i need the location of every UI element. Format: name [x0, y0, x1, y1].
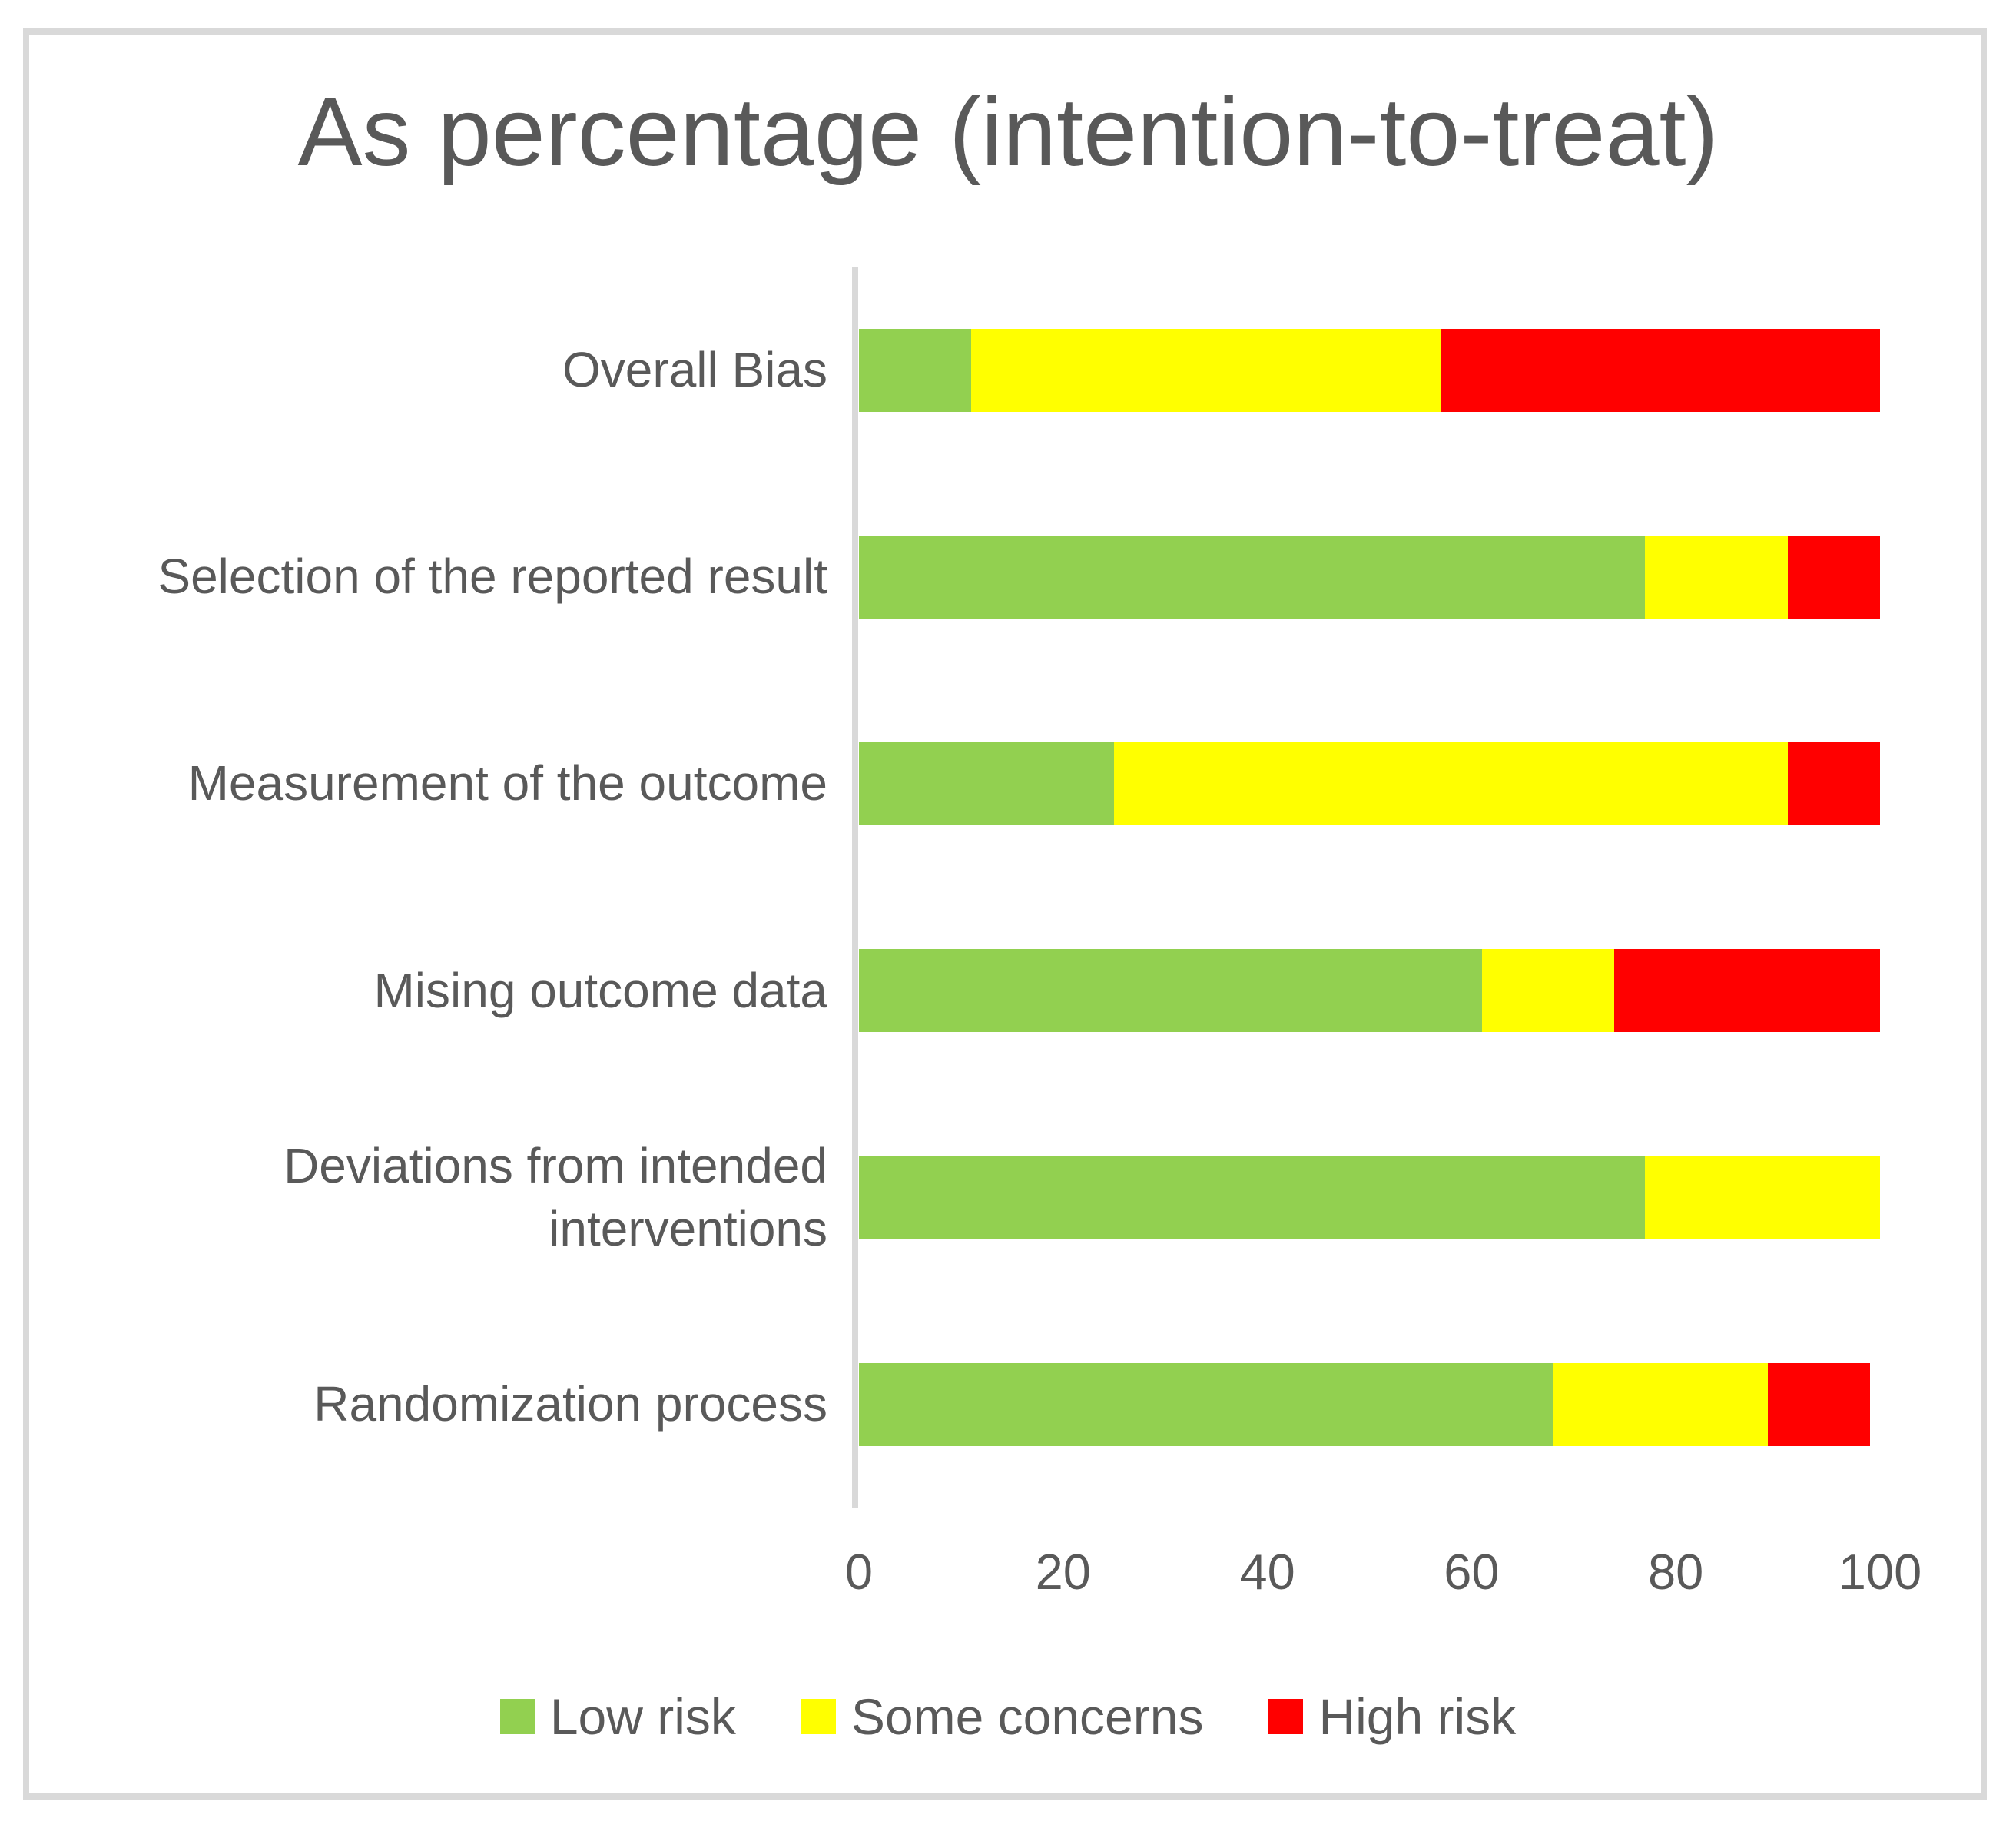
x-tick-label: 60 [1444, 1544, 1500, 1600]
legend-item: Some concerns [801, 1687, 1204, 1746]
category-row: Measurement of the outcome [0, 681, 2016, 887]
category-axis-line [852, 267, 858, 1508]
bar-segment-low-risk [859, 1156, 1646, 1239]
category-label: Overall Bias [562, 341, 827, 397]
bar-segment-high-risk [1767, 1363, 1870, 1447]
stacked-bar [859, 949, 1880, 1033]
x-tick-label: 20 [1035, 1544, 1091, 1600]
category-label: Selection of the reported result [158, 548, 827, 604]
stacked-bar [859, 328, 1880, 412]
x-axis-tick-labels: 0 20 40 60 80 100 [0, 1543, 2016, 1612]
legend-swatch [499, 1699, 535, 1734]
legend-item: Low risk [499, 1687, 736, 1746]
chart-border-frame [23, 28, 1987, 1800]
category-row: Overall Bias [0, 267, 2016, 473]
chart-title: As percentage (intention-to-treat) [297, 78, 1719, 186]
bar-segment-high-risk [1614, 949, 1880, 1033]
bar-segment-some-concerns [1114, 742, 1789, 826]
legend-label: Some concerns [850, 1688, 1204, 1745]
bars-area: Overall Bias Selection of the reported r… [0, 267, 2016, 1508]
bar-segment-some-concerns [1481, 949, 1615, 1033]
category-row: Randomization process [0, 1301, 2016, 1508]
x-tick-label: 40 [1239, 1544, 1295, 1600]
bar-segment-high-risk [1788, 742, 1880, 826]
category-label: Mising outcome data [373, 962, 827, 1018]
bar-segment-low-risk [859, 949, 1482, 1033]
legend-swatch [801, 1699, 836, 1734]
bar-segment-some-concerns [1553, 1363, 1768, 1447]
bar-segment-low-risk [859, 328, 972, 412]
legend-label: Low risk [549, 1688, 736, 1745]
x-tick-label: 80 [1648, 1544, 1704, 1600]
bar-segment-low-risk [859, 1363, 1553, 1447]
legend-label: High risk [1318, 1688, 1517, 1745]
x-tick-label: 0 [844, 1544, 874, 1600]
x-tick-label: 100 [1838, 1544, 1922, 1600]
category-label: Randomization process [313, 1376, 827, 1432]
legend-item: High risk [1268, 1687, 1516, 1746]
legend-swatch [1268, 1699, 1304, 1734]
category-row: Mising outcome data [0, 887, 2016, 1094]
bar-segment-high-risk [1441, 328, 1880, 412]
bar-segment-low-risk [859, 535, 1646, 619]
category-label: Deviations from intended interventions [284, 1137, 827, 1256]
stacked-bar [859, 1156, 1880, 1239]
category-label: Measurement of the outcome [187, 755, 827, 811]
legend: Low risk Some concerns High risk [0, 1687, 2016, 1746]
stacked-bar [859, 535, 1880, 619]
stacked-bar [859, 1363, 1880, 1447]
bar-segment-some-concerns [971, 328, 1441, 412]
category-row: Selection of the reported result [0, 473, 2016, 680]
bar-segment-high-risk [1788, 535, 1880, 619]
bar-segment-some-concerns [1645, 1156, 1880, 1239]
bar-segment-some-concerns [1645, 535, 1789, 619]
stacked-bar [859, 742, 1880, 826]
category-row: Deviations from intended interventions [0, 1094, 2016, 1301]
bar-segment-low-risk [859, 742, 1115, 826]
